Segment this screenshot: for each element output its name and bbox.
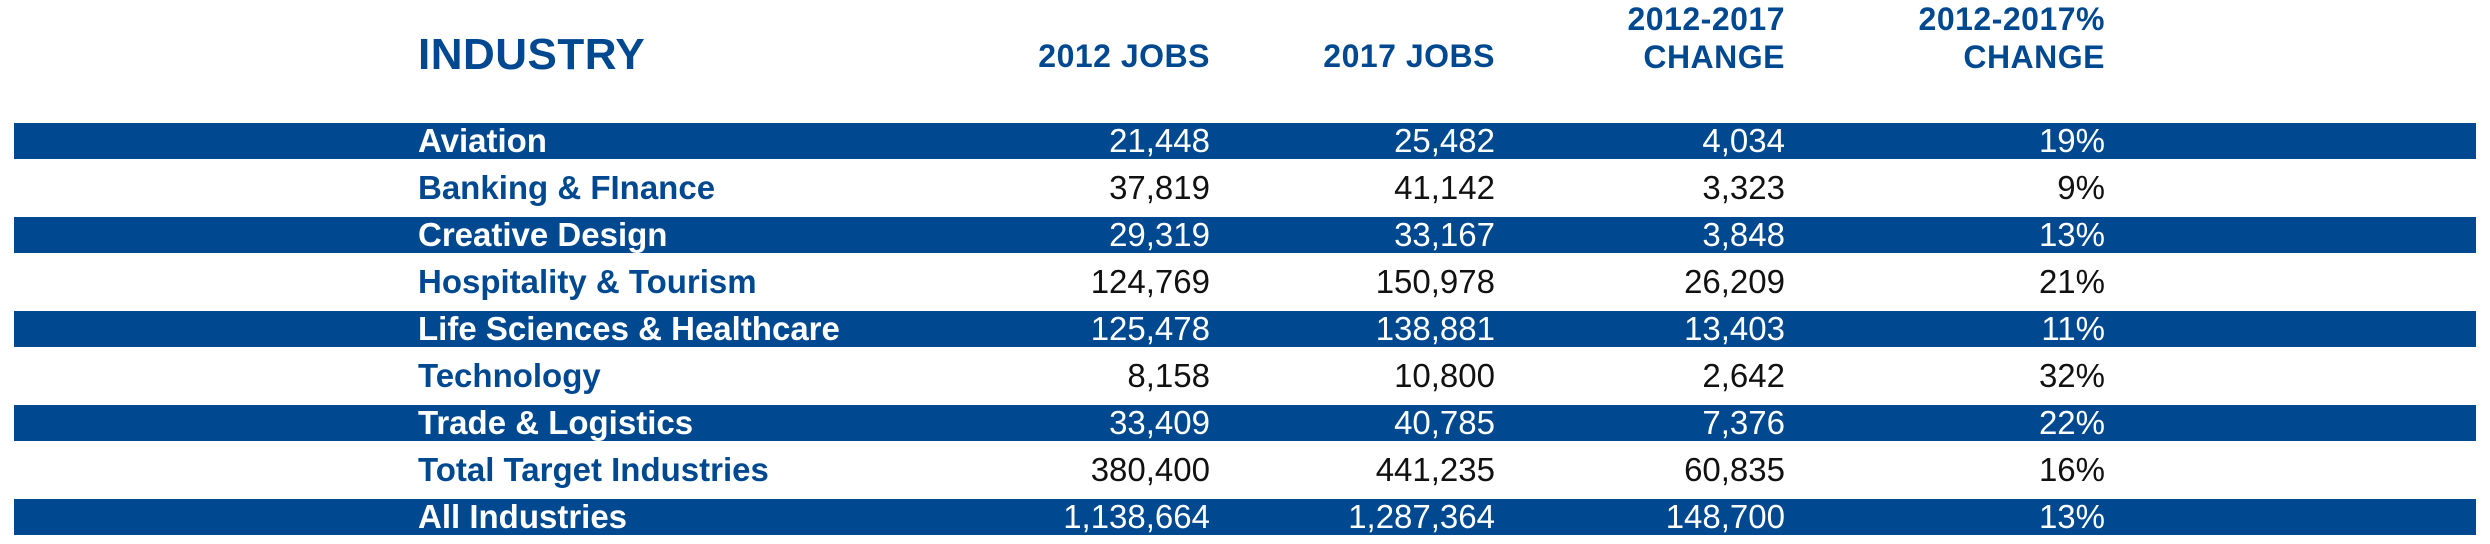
jobs-2012-value: 37,819 bbox=[1109, 169, 1210, 206]
industry-name: Creative Design bbox=[418, 216, 668, 253]
percent-change-value: 22% bbox=[2038, 404, 2105, 441]
table-row: Banking & FInance 37,819 41,142 3,323 9% bbox=[0, 170, 2490, 217]
jobs-2012-value: 1,138,664 bbox=[1063, 498, 1210, 535]
percent-change-value: 21% bbox=[2038, 263, 2105, 300]
header-change-line1: 2012-2017 bbox=[1627, 1, 1785, 37]
jobs-2012-value: 8,158 bbox=[1127, 357, 1210, 394]
row-band bbox=[14, 499, 2476, 535]
table-row: Technology 8,158 10,800 2,642 32% bbox=[0, 358, 2490, 405]
industry-name: Banking & FInance bbox=[418, 169, 716, 206]
table-body: Aviation 21,448 25,482 4,034 19% Banking… bbox=[0, 123, 2490, 544]
industry-name: Technology bbox=[418, 357, 601, 394]
header-2012-jobs: 2012 JOBS bbox=[1038, 38, 1210, 74]
change-value: 13,403 bbox=[1684, 310, 1785, 347]
percent-change-value: 9% bbox=[2057, 169, 2105, 206]
industry-name: Life Sciences & Healthcare bbox=[418, 310, 840, 347]
industry-name: Aviation bbox=[418, 122, 547, 159]
jobs-2017-value: 33,167 bbox=[1394, 216, 1495, 253]
jobs-2017-value: 10,800 bbox=[1394, 357, 1495, 394]
header-change-line2: CHANGE bbox=[1643, 39, 1785, 75]
change-value: 2,642 bbox=[1702, 357, 1785, 394]
jobs-2012-value: 33,409 bbox=[1109, 404, 1210, 441]
jobs-2012-value: 21,448 bbox=[1109, 122, 1210, 159]
header-2017-jobs: 2017 JOBS bbox=[1323, 38, 1495, 74]
percent-change-value: 32% bbox=[2038, 357, 2105, 394]
industry-name: Trade & Logistics bbox=[418, 404, 694, 441]
change-value: 148,700 bbox=[1665, 498, 1785, 535]
header-change: 2012-2017 CHANGE bbox=[1627, 0, 1785, 76]
table-row: Aviation 21,448 25,482 4,034 19% bbox=[0, 123, 2490, 170]
jobs-2017-value: 150,978 bbox=[1375, 263, 1495, 300]
industry-name: Total Target Industries bbox=[418, 451, 769, 488]
header-percent-change: 2012-2017% CHANGE bbox=[1919, 0, 2105, 76]
jobs-2017-value: 40,785 bbox=[1394, 404, 1495, 441]
header-industry: INDUSTRY bbox=[418, 30, 646, 79]
change-value: 3,848 bbox=[1702, 216, 1785, 253]
change-value: 26,209 bbox=[1684, 263, 1785, 300]
jobs-2012-value: 125,478 bbox=[1090, 310, 1210, 347]
industry-name: All Industries bbox=[418, 498, 628, 535]
row-band bbox=[14, 405, 2476, 441]
table-row: Total Target Industries 380,400 441,235 … bbox=[0, 452, 2490, 499]
change-value: 7,376 bbox=[1702, 404, 1785, 441]
percent-change-value: 13% bbox=[2038, 216, 2105, 253]
jobs-2012-value: 380,400 bbox=[1090, 451, 1210, 488]
table-row: Life Sciences & Healthcare 125,478 138,8… bbox=[0, 311, 2490, 358]
change-value: 4,034 bbox=[1702, 122, 1785, 159]
jobs-2012-value: 29,319 bbox=[1109, 216, 1210, 253]
percent-change-value: 13% bbox=[2038, 498, 2105, 535]
jobs-2017-value: 441,235 bbox=[1375, 451, 1495, 488]
industry-name: Hospitality & Tourism bbox=[418, 263, 757, 300]
table-row: All Industries 1,138,664 1,287,364 148,7… bbox=[0, 499, 2490, 544]
row-band bbox=[14, 311, 2476, 347]
row-band bbox=[14, 123, 2476, 159]
header-percent-line2: CHANGE bbox=[1963, 39, 2105, 75]
change-value: 3,323 bbox=[1702, 169, 1785, 206]
table-header: INDUSTRY 2012 JOBS 2017 JOBS 2012-2017 C… bbox=[0, 0, 2490, 118]
row-band bbox=[14, 217, 2476, 253]
change-value: 60,835 bbox=[1684, 451, 1785, 488]
jobs-2012-value: 124,769 bbox=[1090, 263, 1210, 300]
table-row: Creative Design 29,319 33,167 3,848 13% bbox=[0, 217, 2490, 264]
percent-change-value: 16% bbox=[2038, 451, 2105, 488]
jobs-2017-value: 25,482 bbox=[1394, 122, 1495, 159]
table-row: Hospitality & Tourism 124,769 150,978 26… bbox=[0, 264, 2490, 311]
jobs-2017-value: 41,142 bbox=[1394, 169, 1495, 206]
header-percent-line1: 2012-2017% bbox=[1918, 1, 2105, 37]
table-row: Trade & Logistics 33,409 40,785 7,376 22… bbox=[0, 405, 2490, 452]
jobs-2017-value: 138,881 bbox=[1375, 310, 1495, 347]
jobs-2017-value: 1,287,364 bbox=[1348, 498, 1495, 535]
percent-change-value: 11% bbox=[2041, 310, 2105, 347]
percent-change-value: 19% bbox=[2038, 122, 2105, 159]
